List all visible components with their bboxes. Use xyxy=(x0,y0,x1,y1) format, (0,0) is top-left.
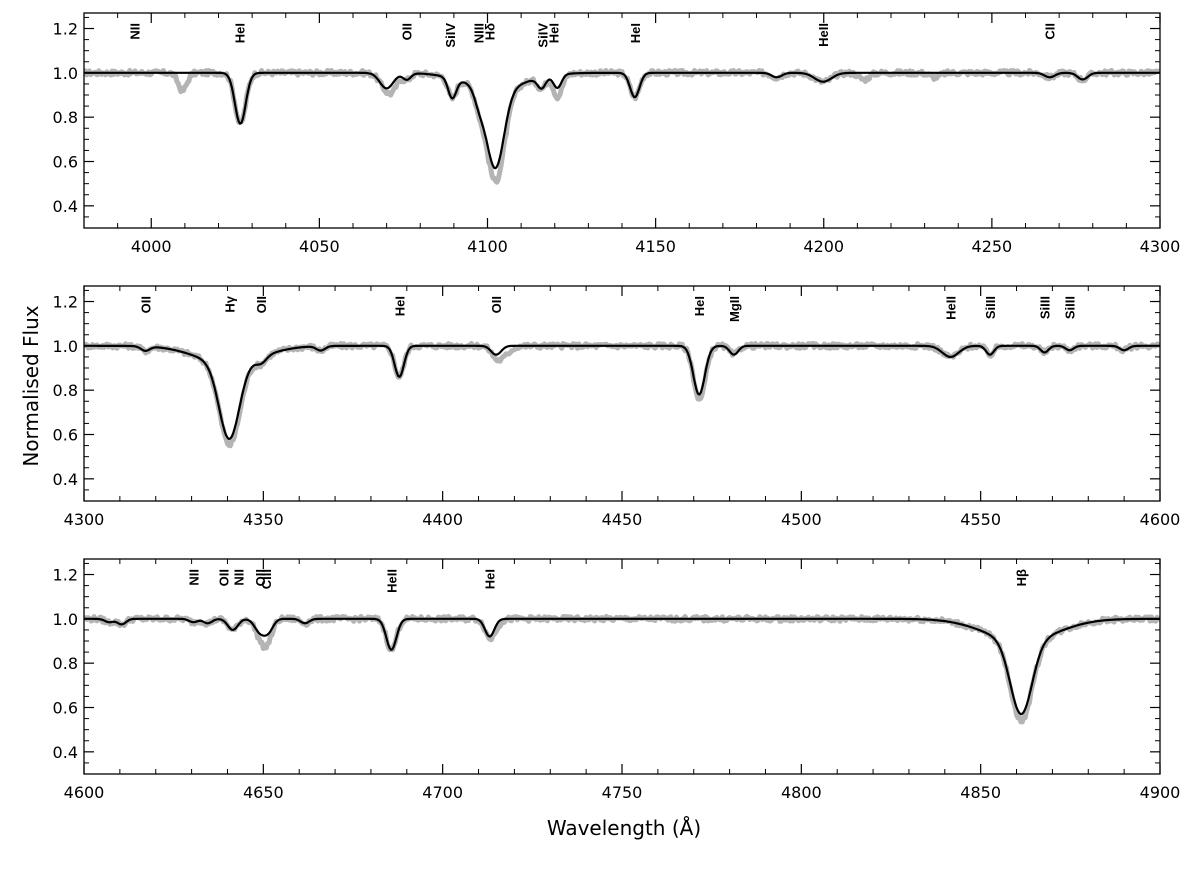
x-tick-label: 4150 xyxy=(635,237,676,256)
y-tick-label: 0.8 xyxy=(53,381,78,400)
y-tick-label: 1.0 xyxy=(53,610,78,629)
x-tick-label: 4700 xyxy=(422,783,463,802)
x-tick-label: 4500 xyxy=(781,510,822,529)
spectral-line-label: HeI xyxy=(547,23,562,43)
y-tick-label: 1.2 xyxy=(53,293,78,312)
spectral-line-label: HeI xyxy=(692,296,707,316)
x-tick-label: 4200 xyxy=(803,237,844,256)
y-tick-label: 0.8 xyxy=(53,654,78,673)
x-tick-label: 4300 xyxy=(1140,237,1181,256)
spectral-line-label: HeI xyxy=(628,23,643,43)
spectral-line-label: NII xyxy=(127,23,142,40)
x-tick-label: 4250 xyxy=(972,237,1013,256)
spectral-line-label: OII xyxy=(254,296,269,313)
y-axis-title: Normalised Flux xyxy=(19,305,43,466)
x-tick-label: 4350 xyxy=(243,510,284,529)
y-tick-label: 0.4 xyxy=(53,470,78,489)
x-tick-label: 4850 xyxy=(960,783,1001,802)
x-tick-label: 4450 xyxy=(602,510,643,529)
spectral-line-label: OII xyxy=(217,569,232,586)
x-tick-label: 4050 xyxy=(299,237,340,256)
y-tick-label: 0.4 xyxy=(53,743,78,762)
spectral-line-label: SiIV xyxy=(443,23,458,48)
spectral-line-label: CIII xyxy=(259,569,274,589)
spectral-line-label: SiIII xyxy=(1038,296,1053,319)
y-tick-label: 0.6 xyxy=(53,699,78,718)
spectral-line-label: HeI xyxy=(392,296,407,316)
observed-spectrum-line xyxy=(84,67,1160,185)
spectral-line-label: OII xyxy=(400,23,415,40)
x-axis-title: Wavelength (Å) xyxy=(547,816,701,840)
spectral-line-label: SiIII xyxy=(983,296,998,319)
y-tick-label: 1.2 xyxy=(53,20,78,39)
x-tick-label: 4600 xyxy=(64,783,105,802)
x-tick-label: 4750 xyxy=(602,783,643,802)
model-spectrum-line xyxy=(84,617,1160,716)
y-tick-label: 0.6 xyxy=(53,426,78,445)
spectral-line-label: OII xyxy=(253,569,268,586)
spectral-line-label: NIII xyxy=(472,23,487,43)
model-spectrum-line xyxy=(84,344,1160,440)
spectral-line-label: HeI xyxy=(483,569,498,589)
x-tick-label: 4800 xyxy=(781,783,822,802)
model-spectrum-line xyxy=(84,71,1160,170)
panel-spectra xyxy=(84,67,1160,185)
panel-frame xyxy=(83,12,1161,229)
spectral-line-label: MgII xyxy=(727,296,742,322)
spectral-line-label: NII xyxy=(232,569,247,586)
spectral-line-label: Hγ xyxy=(222,295,237,312)
panel-spectra xyxy=(84,613,1160,725)
observed-spectrum-line xyxy=(84,340,1160,449)
x-tick-label: 4650 xyxy=(243,783,284,802)
spectral-line-label: SiIII xyxy=(1063,296,1078,319)
spectral-line-label: OII xyxy=(489,296,504,313)
spectrum-panel-1: 4000 4050 4100 4150 4200 4250 4300 0.4 0.6 0.8 1.0… xyxy=(53,12,1181,256)
spectral-line-label: CII xyxy=(1043,23,1058,40)
observed-spectrum-line xyxy=(84,613,1160,725)
x-tick-label: 4400 xyxy=(422,510,463,529)
x-tick-label: 4600 xyxy=(1140,510,1181,529)
spectral-line-label: NII xyxy=(186,569,201,586)
x-tick-label: 4550 xyxy=(960,510,1001,529)
spectral-line-label: HeII xyxy=(816,23,831,47)
y-tick-label: 0.6 xyxy=(53,153,78,172)
y-tick-label: 0.8 xyxy=(53,108,78,127)
x-tick-label: 4900 xyxy=(1140,783,1181,802)
spectrum-panels: 4000 4050 4100 4150 4200 4250 4300 0.4 0.6 0.8 1.0… xyxy=(53,12,1181,802)
y-tick-label: 0.4 xyxy=(53,197,78,216)
spectral-line-label: SiIV xyxy=(536,23,551,48)
spectral-line-label: OII xyxy=(138,296,153,313)
y-tick-label: 1.2 xyxy=(53,566,78,585)
spectral-line-label: HeII xyxy=(384,569,399,593)
x-tick-label: 4000 xyxy=(131,237,172,256)
spectral-line-label: HeI xyxy=(232,23,247,43)
y-tick-label: 1.0 xyxy=(53,64,78,83)
x-tick-label: 4300 xyxy=(64,510,105,529)
spectrum-panel-2: 4300 4350 4400 4450 4500 4550 4600 0.4 0.6 0.8 1.0… xyxy=(53,285,1181,529)
panel-frame xyxy=(83,558,1161,775)
spectrum-panel-3: 4600 4650 4700 4750 4800 4850 4900 0.4 0.6 0.8 1.0… xyxy=(53,558,1181,802)
y-tick-label: 1.0 xyxy=(53,337,78,356)
spectral-line-label: Hδ xyxy=(483,23,498,40)
panel-spectra xyxy=(84,340,1160,449)
spectral-line-label: HeII xyxy=(944,296,959,320)
x-tick-label: 4100 xyxy=(467,237,508,256)
spectral-line-label: Hβ xyxy=(1014,569,1029,586)
